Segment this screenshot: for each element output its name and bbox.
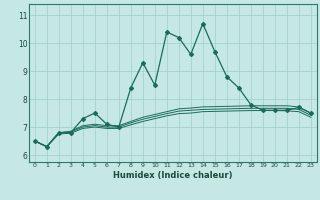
X-axis label: Humidex (Indice chaleur): Humidex (Indice chaleur) [113,171,233,180]
